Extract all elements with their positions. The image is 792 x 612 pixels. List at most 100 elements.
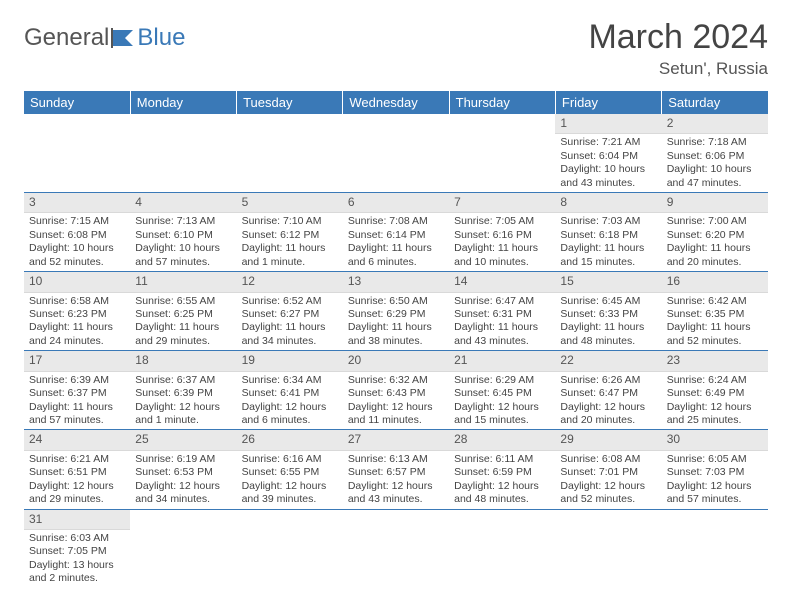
- calendar-cell: 17Sunrise: 6:39 AMSunset: 6:37 PMDayligh…: [24, 351, 130, 430]
- day-d2: and 34 minutes.: [135, 493, 231, 506]
- day-body: Sunrise: 6:47 AMSunset: 6:31 PMDaylight:…: [449, 293, 555, 351]
- day-d2: and 29 minutes.: [135, 335, 231, 348]
- day-body: Sunrise: 6:13 AMSunset: 6:57 PMDaylight:…: [343, 451, 449, 509]
- calendar-row: 1Sunrise: 7:21 AMSunset: 6:04 PMDaylight…: [24, 114, 768, 193]
- day-ss: Sunset: 6:08 PM: [29, 229, 125, 242]
- day-number: 12: [237, 272, 343, 292]
- day-d1: Daylight: 10 hours: [29, 242, 125, 255]
- day-d2: and 10 minutes.: [454, 256, 550, 269]
- day-sr: Sunrise: 6:19 AM: [135, 453, 231, 466]
- day-d2: and 57 minutes.: [29, 414, 125, 427]
- calendar-cell: 11Sunrise: 6:55 AMSunset: 6:25 PMDayligh…: [130, 272, 236, 351]
- day-d1: Daylight: 11 hours: [242, 242, 338, 255]
- calendar-cell: 2Sunrise: 7:18 AMSunset: 6:06 PMDaylight…: [662, 114, 768, 193]
- calendar-cell: 20Sunrise: 6:32 AMSunset: 6:43 PMDayligh…: [343, 351, 449, 430]
- day-d2: and 43 minutes.: [348, 493, 444, 506]
- day-body: Sunrise: 6:26 AMSunset: 6:47 PMDaylight:…: [555, 372, 661, 430]
- day-ss: Sunset: 6:49 PM: [667, 387, 763, 400]
- calendar-cell: 18Sunrise: 6:37 AMSunset: 6:39 PMDayligh…: [130, 351, 236, 430]
- day-body: Sunrise: 6:11 AMSunset: 6:59 PMDaylight:…: [449, 451, 555, 509]
- day-number: 21: [449, 351, 555, 371]
- day-d2: and 52 minutes.: [667, 335, 763, 348]
- weekday-header: Wednesday: [343, 91, 449, 114]
- day-number: 11: [130, 272, 236, 292]
- calendar-cell: 9Sunrise: 7:00 AMSunset: 6:20 PMDaylight…: [662, 193, 768, 272]
- day-body: Sunrise: 6:39 AMSunset: 6:37 PMDaylight:…: [24, 372, 130, 430]
- day-ss: Sunset: 6:12 PM: [242, 229, 338, 242]
- day-number: 22: [555, 351, 661, 371]
- day-ss: Sunset: 6:53 PM: [135, 466, 231, 479]
- day-body: Sunrise: 6:50 AMSunset: 6:29 PMDaylight:…: [343, 293, 449, 351]
- day-d2: and 52 minutes.: [560, 493, 656, 506]
- day-number: 5: [237, 193, 343, 213]
- day-ss: Sunset: 6:16 PM: [454, 229, 550, 242]
- day-body: Sunrise: 7:08 AMSunset: 6:14 PMDaylight:…: [343, 213, 449, 271]
- day-sr: Sunrise: 7:18 AM: [667, 136, 763, 149]
- day-sr: Sunrise: 7:03 AM: [560, 215, 656, 228]
- day-number: 17: [24, 351, 130, 371]
- day-sr: Sunrise: 6:26 AM: [560, 374, 656, 387]
- calendar-cell: 13Sunrise: 6:50 AMSunset: 6:29 PMDayligh…: [343, 272, 449, 351]
- day-sr: Sunrise: 6:13 AM: [348, 453, 444, 466]
- day-number: 28: [449, 430, 555, 450]
- calendar-cell: 22Sunrise: 6:26 AMSunset: 6:47 PMDayligh…: [555, 351, 661, 430]
- day-d2: and 52 minutes.: [29, 256, 125, 269]
- day-d2: and 57 minutes.: [667, 493, 763, 506]
- calendar-cell: 14Sunrise: 6:47 AMSunset: 6:31 PMDayligh…: [449, 272, 555, 351]
- brand-part1: General: [24, 24, 109, 52]
- day-ss: Sunset: 6:33 PM: [560, 308, 656, 321]
- calendar-cell: [662, 509, 768, 588]
- calendar-cell: 27Sunrise: 6:13 AMSunset: 6:57 PMDayligh…: [343, 430, 449, 509]
- day-ss: Sunset: 6:04 PM: [560, 150, 656, 163]
- weekday-header: Tuesday: [237, 91, 343, 114]
- day-ss: Sunset: 6:27 PM: [242, 308, 338, 321]
- day-sr: Sunrise: 6:58 AM: [29, 295, 125, 308]
- day-ss: Sunset: 6:37 PM: [29, 387, 125, 400]
- brand-logo: General Blue: [24, 18, 185, 52]
- month-title: March 2024: [588, 18, 768, 57]
- weekday-header-row: SundayMondayTuesdayWednesdayThursdayFrid…: [24, 91, 768, 114]
- day-d2: and 2 minutes.: [29, 572, 125, 585]
- day-body: Sunrise: 7:00 AMSunset: 6:20 PMDaylight:…: [662, 213, 768, 271]
- day-number: 6: [343, 193, 449, 213]
- day-number: 8: [555, 193, 661, 213]
- day-body: Sunrise: 6:55 AMSunset: 6:25 PMDaylight:…: [130, 293, 236, 351]
- day-ss: Sunset: 6:29 PM: [348, 308, 444, 321]
- day-d2: and 15 minutes.: [454, 414, 550, 427]
- day-body: Sunrise: 6:24 AMSunset: 6:49 PMDaylight:…: [662, 372, 768, 430]
- day-number: 2: [662, 114, 768, 134]
- calendar-cell: 3 Sunrise: 7:15 AMSunset: 6:08 PMDaylight…: [24, 193, 130, 272]
- weekday-header: Saturday: [662, 91, 768, 114]
- day-ss: Sunset: 7:05 PM: [29, 545, 125, 558]
- day-d1: Daylight: 12 hours: [560, 480, 656, 493]
- calendar-cell: 7Sunrise: 7:05 AMSunset: 6:16 PMDaylight…: [449, 193, 555, 272]
- flag-icon: [111, 28, 135, 48]
- day-number: 24: [24, 430, 130, 450]
- day-ss: Sunset: 6:57 PM: [348, 466, 444, 479]
- day-d2: and 48 minutes.: [454, 493, 550, 506]
- day-number: 18: [130, 351, 236, 371]
- calendar-cell: 8Sunrise: 7:03 AMSunset: 6:18 PMDaylight…: [555, 193, 661, 272]
- day-d1: Daylight: 11 hours: [560, 242, 656, 255]
- day-d2: and 11 minutes.: [348, 414, 444, 427]
- day-d2: and 6 minutes.: [348, 256, 444, 269]
- day-sr: Sunrise: 6:34 AM: [242, 374, 338, 387]
- day-number: 13: [343, 272, 449, 292]
- day-sr: Sunrise: 6:47 AM: [454, 295, 550, 308]
- day-ss: Sunset: 7:03 PM: [667, 466, 763, 479]
- day-body: Sunrise: 6:21 AMSunset: 6:51 PMDaylight:…: [24, 451, 130, 509]
- day-sr: Sunrise: 7:15 AM: [29, 215, 125, 228]
- calendar-cell: 30Sunrise: 6:05 AMSunset: 7:03 PMDayligh…: [662, 430, 768, 509]
- day-ss: Sunset: 6:39 PM: [135, 387, 231, 400]
- day-body: Sunrise: 6:52 AMSunset: 6:27 PMDaylight:…: [237, 293, 343, 351]
- day-sr: Sunrise: 6:29 AM: [454, 374, 550, 387]
- day-d2: and 47 minutes.: [667, 177, 763, 190]
- day-number: 3: [24, 193, 130, 213]
- day-body: Sunrise: 7:21 AMSunset: 6:04 PMDaylight:…: [555, 134, 661, 192]
- day-number: 26: [237, 430, 343, 450]
- calendar-cell: [343, 114, 449, 193]
- day-sr: Sunrise: 6:08 AM: [560, 453, 656, 466]
- day-sr: Sunrise: 7:21 AM: [560, 136, 656, 149]
- calendar-row: 10Sunrise: 6:58 AMSunset: 6:23 PMDayligh…: [24, 272, 768, 351]
- day-body: Sunrise: 6:32 AMSunset: 6:43 PMDaylight:…: [343, 372, 449, 430]
